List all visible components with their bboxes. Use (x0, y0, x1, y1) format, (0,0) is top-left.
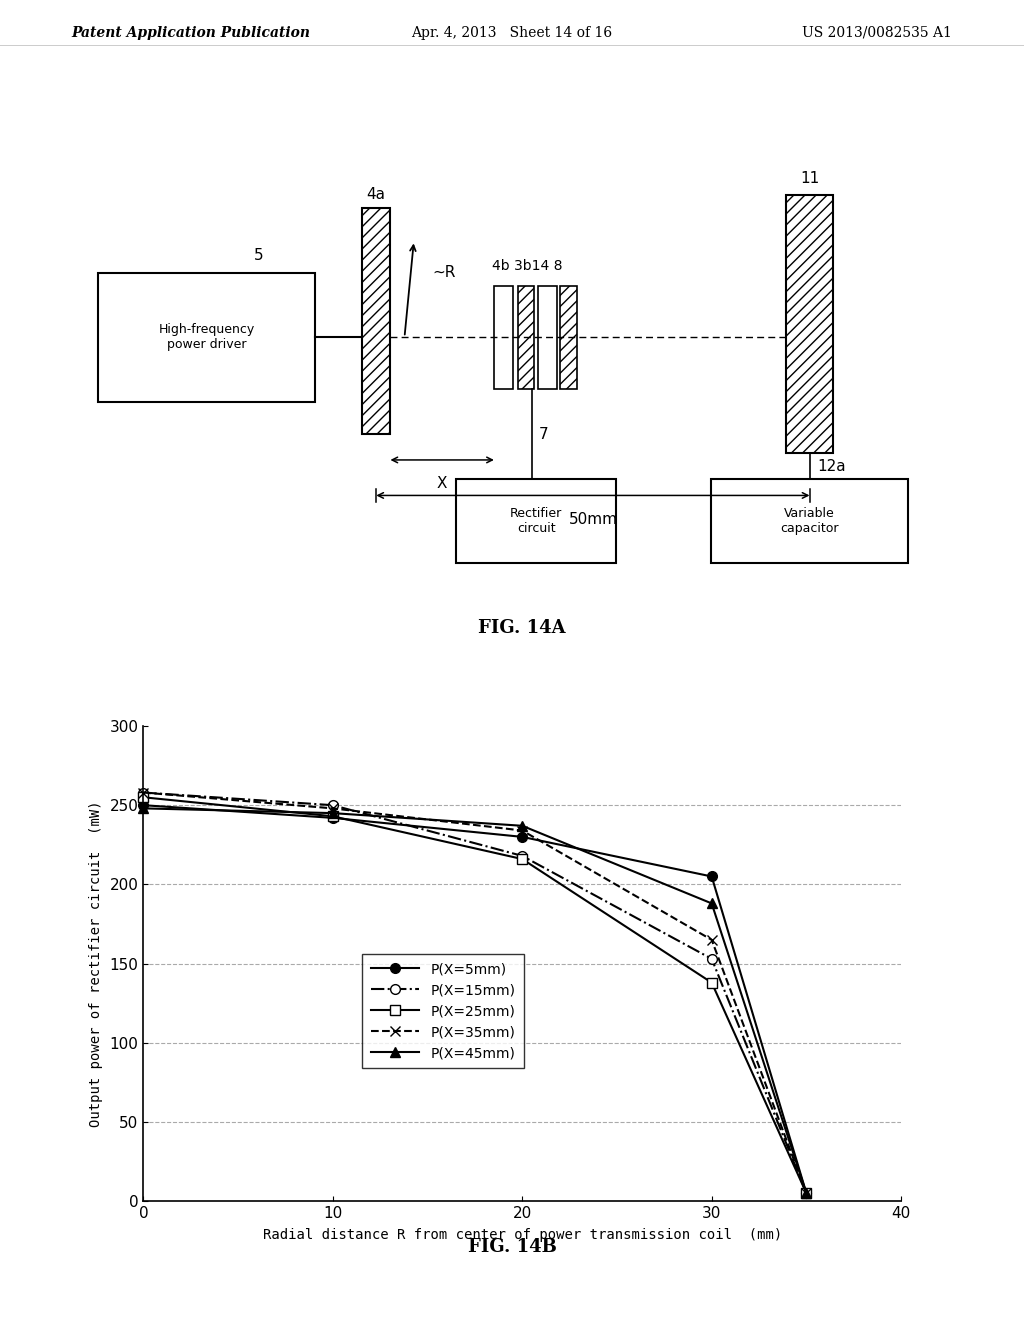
Bar (560, 285, 577, 389)
Bar (560, 285, 577, 389)
Text: 4b 3b14 8: 4b 3b14 8 (492, 259, 562, 273)
Text: 7: 7 (540, 426, 549, 442)
Text: 5: 5 (254, 248, 263, 263)
Text: FIG. 14B: FIG. 14B (468, 1238, 556, 1257)
Text: 12a: 12a (817, 459, 846, 474)
Bar (786, 195, 834, 454)
Text: 11: 11 (800, 170, 819, 186)
Bar (711, 479, 908, 564)
Bar (362, 209, 390, 434)
Bar (98, 273, 315, 401)
Text: FIG. 14A: FIG. 14A (478, 619, 566, 636)
X-axis label: Radial distance R from center of power transmission coil  (mm): Radial distance R from center of power t… (262, 1228, 782, 1242)
Bar (494, 285, 513, 389)
Bar (539, 285, 557, 389)
Text: 50mm: 50mm (568, 512, 617, 527)
Text: Apr. 4, 2013   Sheet 14 of 16: Apr. 4, 2013 Sheet 14 of 16 (412, 26, 612, 40)
Bar (786, 195, 834, 454)
Text: X: X (437, 477, 447, 491)
Text: High-frequency
power driver: High-frequency power driver (159, 323, 255, 351)
Text: Variable
capacitor: Variable capacitor (780, 507, 839, 535)
Bar (517, 285, 535, 389)
Bar (457, 479, 616, 564)
Y-axis label: Output power of rectifier circuit  (mW): Output power of rectifier circuit (mW) (88, 800, 102, 1127)
Bar (362, 209, 390, 434)
Text: Patent Application Publication: Patent Application Publication (72, 26, 310, 40)
Text: Rectifier
circuit: Rectifier circuit (510, 507, 562, 535)
Text: US 2013/0082535 A1: US 2013/0082535 A1 (803, 26, 952, 40)
Legend: P(X=5mm), P(X=15mm), P(X=25mm), P(X=35mm), P(X=45mm): P(X=5mm), P(X=15mm), P(X=25mm), P(X=35mm… (362, 954, 524, 1068)
Text: ~R: ~R (433, 265, 456, 280)
Text: 4a: 4a (367, 187, 386, 202)
Bar (517, 285, 535, 389)
